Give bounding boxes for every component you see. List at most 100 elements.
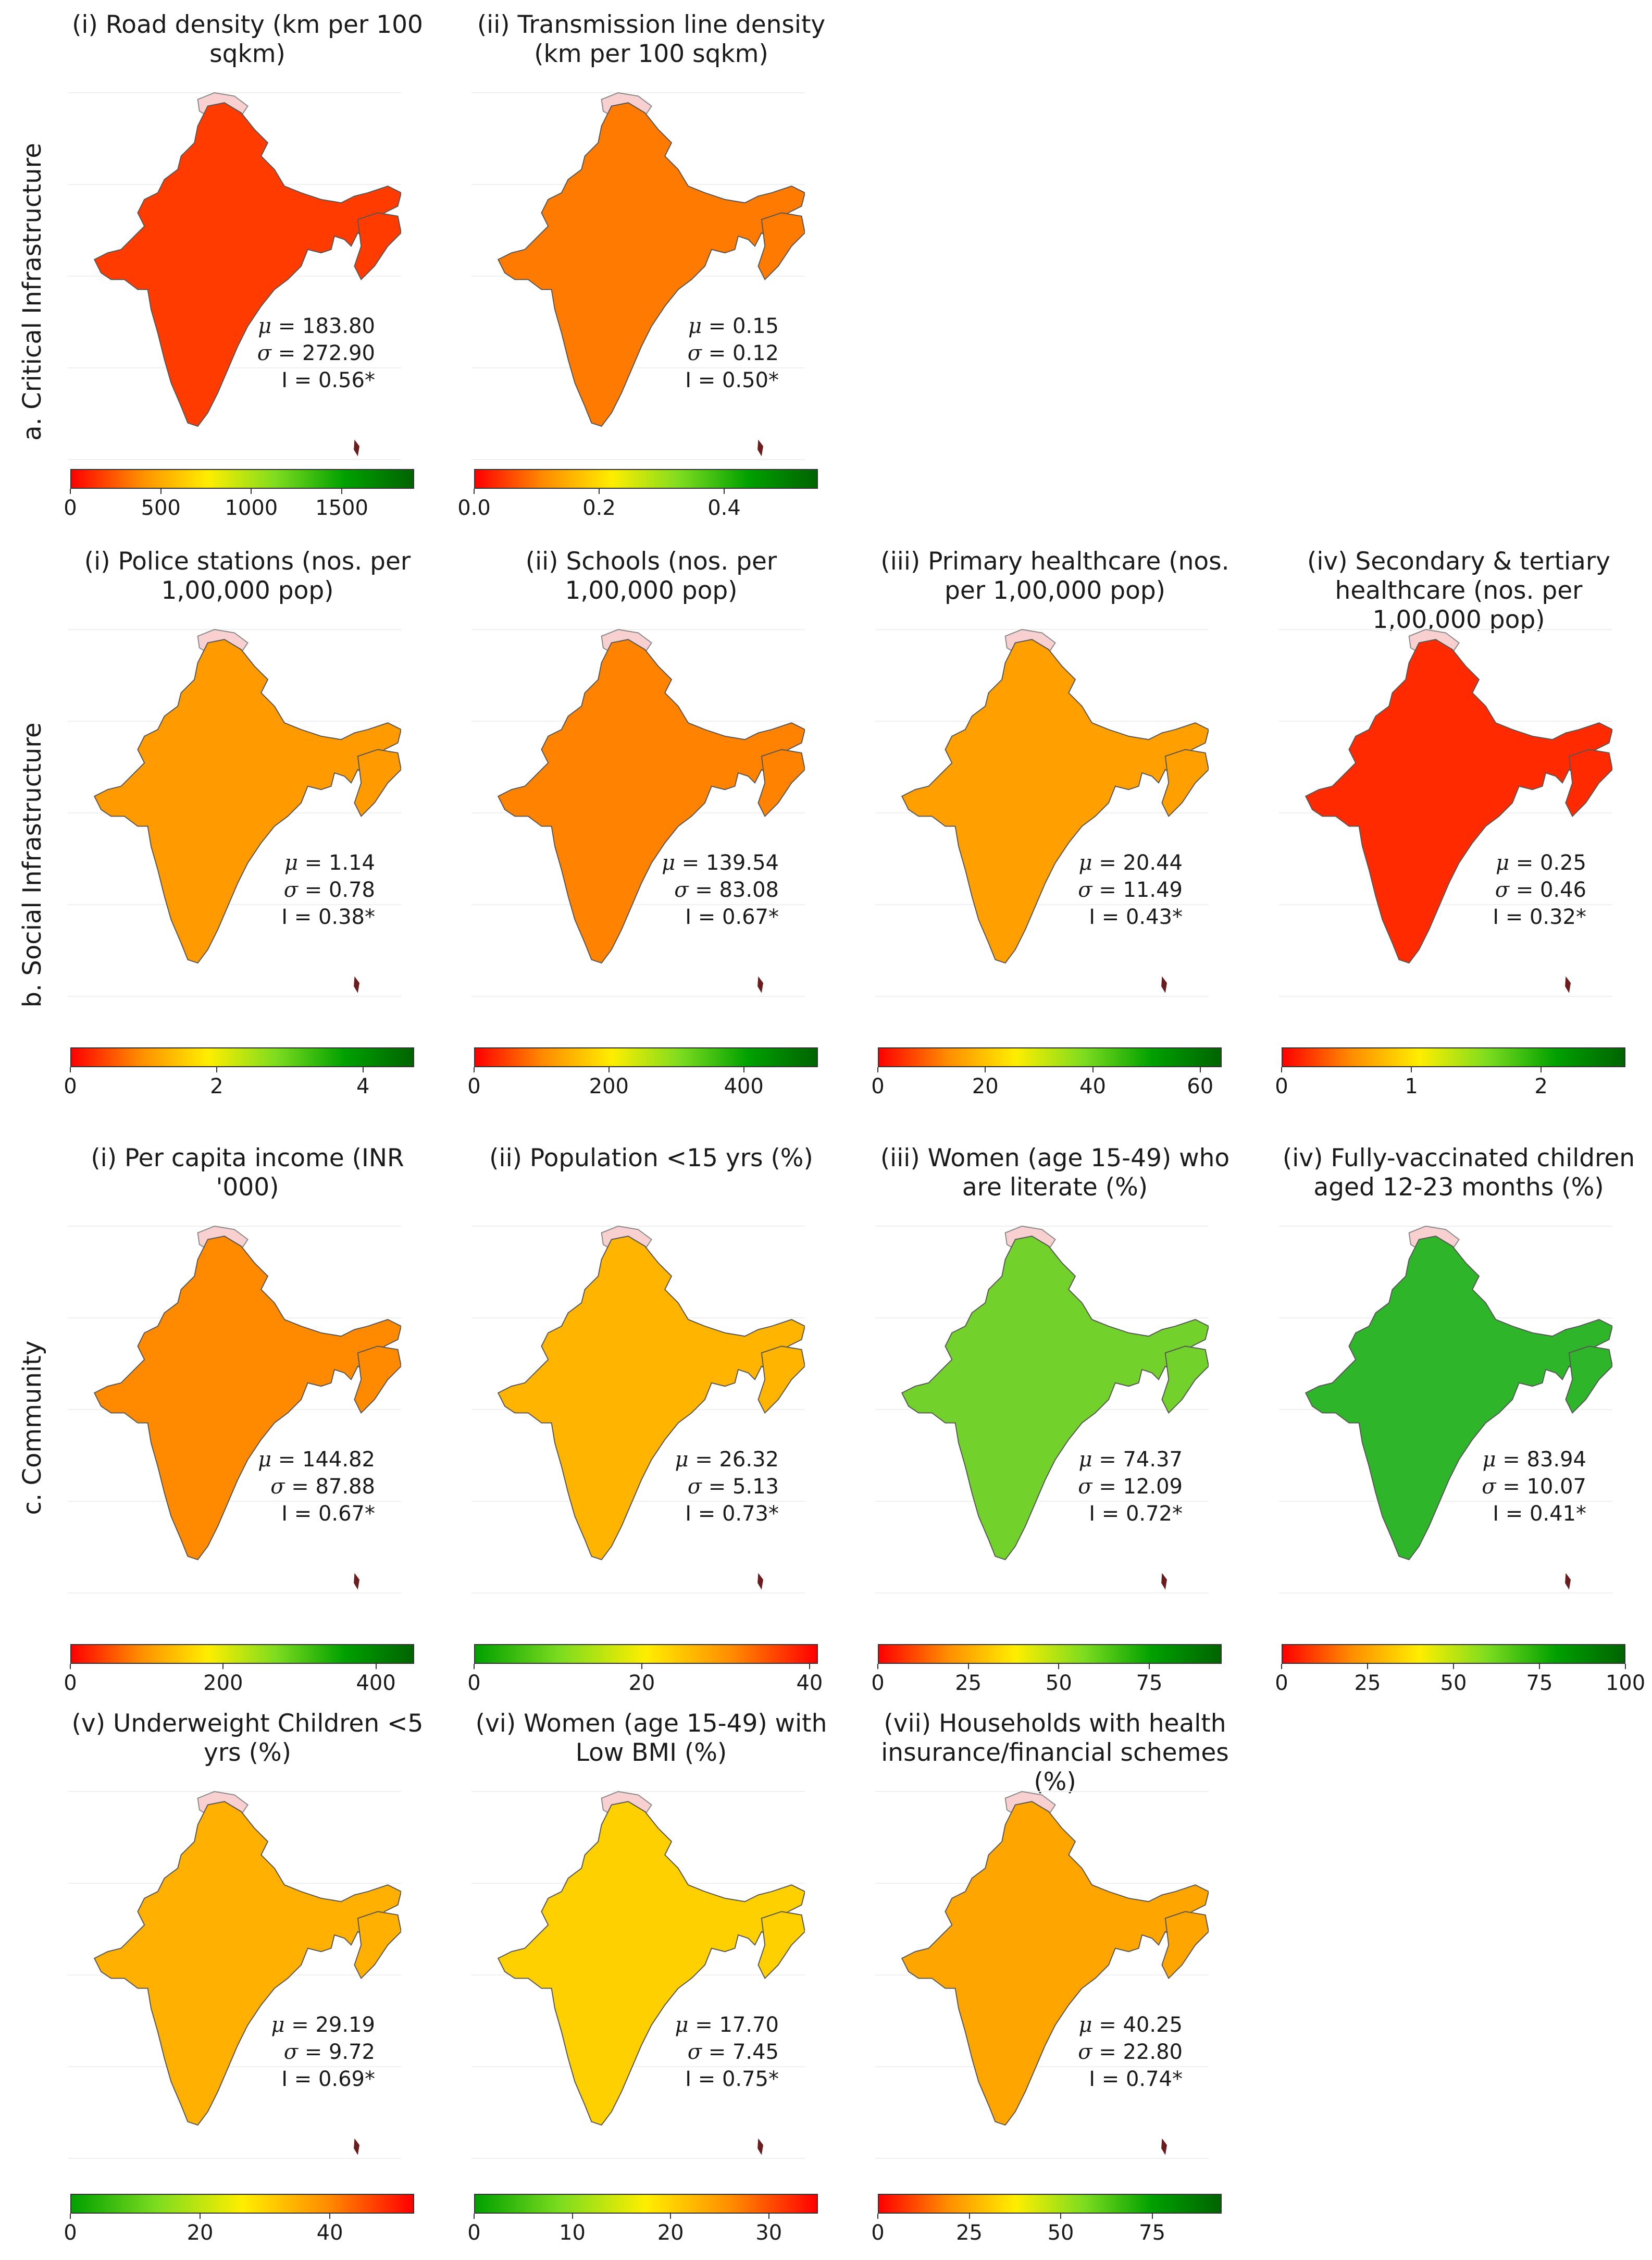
summary-stats: μ = 144.82 σ = 87.88 I = 0.67*: [258, 1446, 375, 1527]
summary-stats: μ = 74.37 σ = 12.09 I = 0.72*: [1078, 1446, 1183, 1527]
india-mainland: [901, 639, 1209, 964]
mean-stat: μ = 183.80: [258, 314, 375, 338]
andaman-islands: [757, 976, 763, 993]
colorbar-tick: [768, 2214, 769, 2219]
panel-title: (iii) Primary healthcare (nos. per 1,00,…: [880, 547, 1229, 605]
colorbar-tick: [1199, 1067, 1201, 1072]
mean-stat: μ = 29.19: [271, 2013, 375, 2037]
panel-title: (vii) Households with health insurance/f…: [881, 1709, 1229, 1796]
sd-stat: σ = 10.07: [1482, 1475, 1586, 1499]
india-district-map: [471, 629, 805, 997]
morans-i-stat: I = 0.67*: [685, 905, 779, 929]
india-mainland: [1305, 1236, 1612, 1561]
colorbar-tick: [724, 489, 725, 494]
colorbar-tick: [375, 1664, 377, 1669]
colorbar-tick-label: 1500: [315, 496, 368, 520]
row-label-social-infrastructure: b. Social Infrastructure: [18, 722, 47, 1008]
mean-stat: μ = 40.25: [1078, 2013, 1183, 2037]
colorbar-tick-label: 0: [64, 496, 77, 520]
panel-title: (i) Road density (km per 100 sqkm): [72, 10, 423, 68]
colorbar-tick-label: 40: [796, 1671, 823, 1695]
mean-stat: μ = 74.37: [1078, 1448, 1183, 1472]
india-northeast: [1565, 1345, 1612, 1414]
india-mainland: [901, 1801, 1209, 2126]
morans-i-stat: I = 0.75*: [685, 2067, 779, 2091]
colorbar-tick: [160, 489, 162, 494]
andaman-islands: [1161, 976, 1167, 993]
colorbar-tick-label: 400: [724, 1075, 764, 1098]
colorbar-tick-label: 75: [1136, 1671, 1163, 1695]
india-district-map: [875, 1791, 1209, 2159]
panel-schools: (ii) Schools (nos. per 1,00,000 pop) μ = …: [467, 547, 831, 1110]
colorbar-tick: [985, 1067, 986, 1072]
india-mainland: [497, 1236, 805, 1561]
colorbar-tick: [1058, 1664, 1060, 1669]
india-district-map: [471, 1791, 805, 2159]
colorbar-tick-label: 200: [203, 1671, 243, 1695]
panel-title: (v) Underweight Children <5 yrs (%): [71, 1709, 424, 1767]
colorbar-tick-label: 2: [210, 1075, 223, 1098]
colorbar-tick-label: 0: [1275, 1075, 1288, 1098]
andaman-islands: [1161, 1573, 1167, 1590]
andaman-islands: [757, 439, 763, 456]
colorbar-tick: [670, 2214, 672, 2219]
colorbar-tick-label: 200: [589, 1075, 629, 1098]
mean-stat: μ = 26.32: [675, 1448, 779, 1472]
india-northeast: [354, 1911, 401, 1980]
mean-stat: μ = 83.94: [1482, 1448, 1586, 1472]
india-mainland: [901, 1236, 1209, 1561]
colorbar-tick: [877, 1067, 878, 1072]
colorbar-tick-label: 1: [1405, 1075, 1418, 1098]
panel-title: (iv) Secondary & tertiary healthcare (no…: [1307, 547, 1610, 634]
sd-stat: σ = 22.80: [1078, 2040, 1183, 2064]
colorbar-tick: [1625, 1664, 1626, 1669]
colorbar: [70, 469, 414, 489]
india-district-map: [875, 629, 1209, 997]
colorbar-tick: [474, 1664, 475, 1669]
summary-stats: μ = 20.44 σ = 11.49 I = 0.43*: [1078, 849, 1183, 931]
colorbar-tick: [1151, 2214, 1153, 2219]
colorbar-tick-label: 0: [1275, 1671, 1288, 1695]
colorbar: [878, 1047, 1222, 1067]
sd-stat: σ = 12.09: [1078, 1475, 1183, 1499]
morans-i-stat: I = 0.73*: [685, 1502, 779, 1526]
colorbar-tick-label: 0: [64, 1671, 77, 1695]
summary-stats: μ = 0.15 σ = 0.12 I = 0.50*: [685, 313, 779, 394]
colorbar-tick: [474, 2214, 475, 2219]
india-northeast: [1161, 1345, 1209, 1414]
colorbar: [474, 1047, 818, 1067]
colorbar-tick: [70, 1664, 71, 1669]
india-northeast: [1161, 1911, 1209, 1980]
india-district-map: [471, 92, 805, 460]
panel-police-stations: (i) Police stations (nos. per 1,00,000 p…: [64, 547, 427, 1110]
colorbar-tick: [341, 489, 343, 494]
india-northeast: [757, 1911, 805, 1980]
india-district-map: [68, 1791, 401, 2159]
colorbar-tick: [1541, 1067, 1542, 1072]
colorbar-tick-label: 60: [1187, 1075, 1214, 1098]
panel-health-insurance: (vii) Households with health insurance/f…: [871, 1709, 1235, 2256]
andaman-islands: [1161, 2138, 1167, 2155]
row-label-critical-infrastructure: a. Critical Infrastructure: [18, 143, 47, 441]
colorbar-tick-label: 20: [628, 1671, 655, 1695]
panel-fully-vaccinated-children: (iv) Fully-vaccinated children aged 12-2…: [1275, 1144, 1645, 1707]
india-district-map: [1279, 629, 1612, 997]
colorbar-tick-label: 0: [64, 1075, 77, 1098]
india-district-map: [471, 1226, 805, 1594]
panel-title: (ii) Schools (nos. per 1,00,000 pop): [525, 547, 777, 605]
panel-women-literate: (iii) Women (age 15-49) who are literate…: [871, 1144, 1235, 1707]
colorbar-tick: [70, 2214, 71, 2219]
panel-women-low-bmi: (vi) Women (age 15-49) with Low BMI (%) μ…: [467, 1709, 831, 2256]
colorbar-tick-label: 0: [467, 1671, 481, 1695]
andaman-islands: [1565, 1573, 1571, 1590]
morans-i-stat: I = 0.56*: [281, 368, 375, 392]
colorbar-tick: [474, 1067, 475, 1072]
india-district-map: [68, 1226, 401, 1594]
colorbar-tick-label: 20: [187, 2221, 214, 2245]
colorbar-tick-label: 0.2: [582, 496, 616, 520]
summary-stats: μ = 183.80 σ = 272.90 I = 0.56*: [257, 313, 375, 394]
colorbar-tick: [362, 1067, 364, 1072]
morans-i-stat: I = 0.50*: [685, 368, 779, 392]
colorbar-tick-label: 500: [141, 496, 181, 520]
sd-stat: σ = 0.12: [687, 341, 779, 365]
